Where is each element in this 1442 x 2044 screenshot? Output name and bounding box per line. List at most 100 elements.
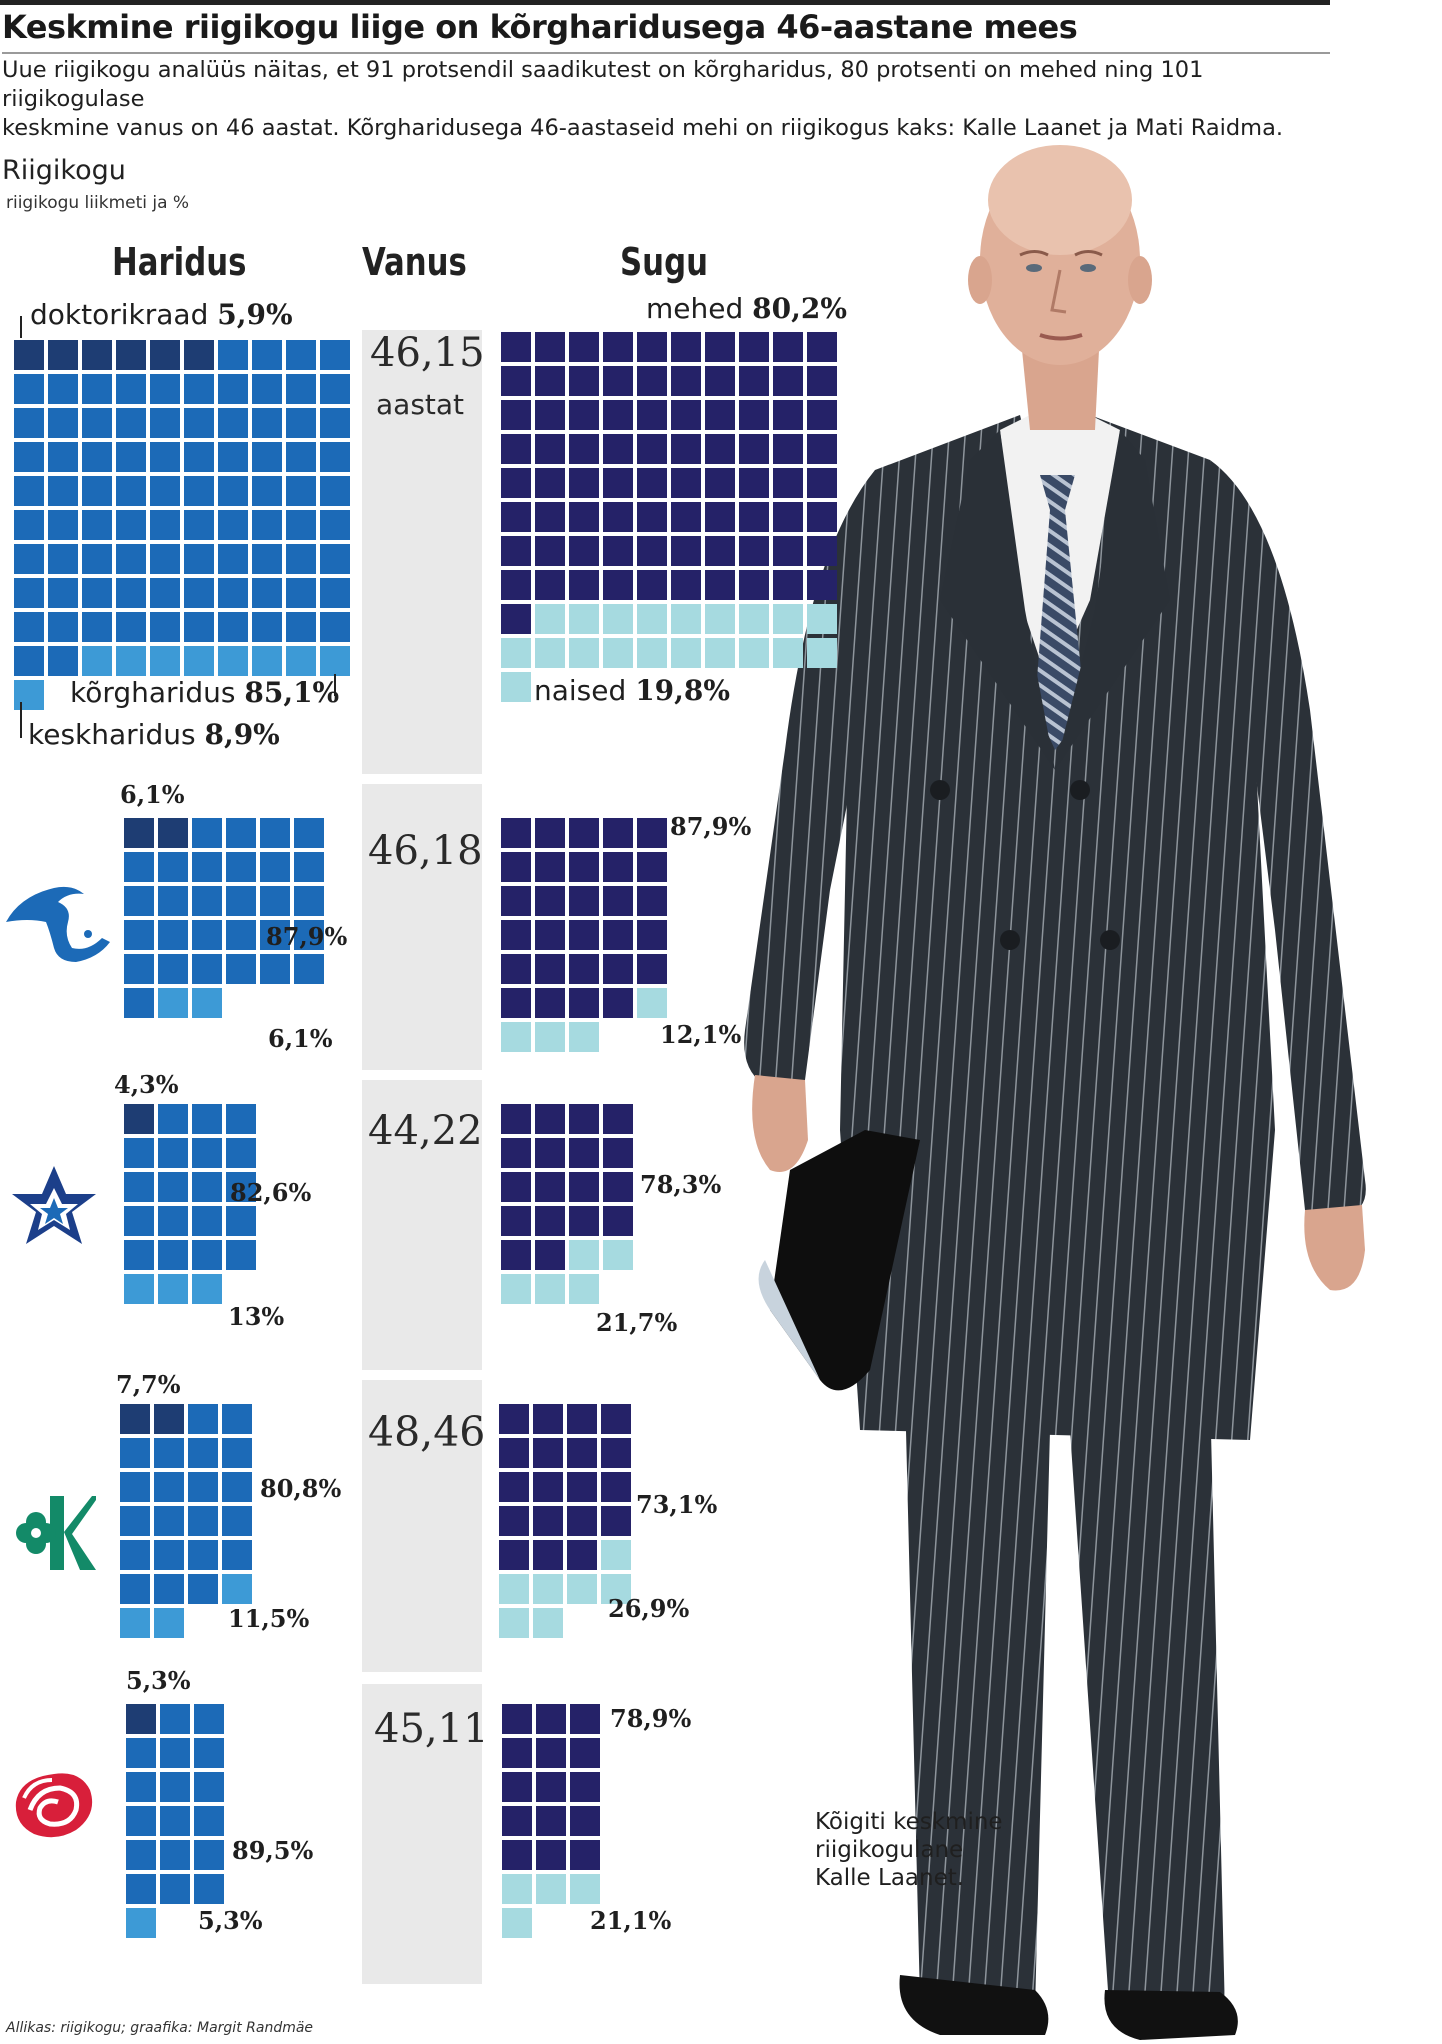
- total-higher-ed-cell: [320, 374, 350, 404]
- women-label-value: 19,8%: [635, 674, 730, 707]
- party-2-men-cell: [535, 1172, 565, 1202]
- total-men-cell: [637, 400, 667, 430]
- total-women-cell: [705, 604, 735, 634]
- total-men-cell: [671, 434, 701, 464]
- party-3-men-cell: [499, 1472, 529, 1502]
- party-1-higher-ed-cell: [260, 818, 290, 848]
- total-men-cell: [671, 366, 701, 396]
- total-higher-ed-cell: [184, 510, 214, 540]
- total-men-cell: [739, 366, 769, 396]
- total-men-cell: [773, 332, 803, 362]
- party-4-men-cell: [536, 1704, 566, 1734]
- party-1-higher-ed-cell: [294, 920, 324, 950]
- total-men-cell: [569, 434, 599, 464]
- party-1-higher-ed-cell: [226, 818, 256, 848]
- total-higher-ed-cell: [286, 612, 316, 642]
- total-higher-ed-cell: [116, 442, 146, 472]
- total-higher-ed-cell: [252, 408, 282, 438]
- party-4-higher-ed-cell: [160, 1704, 190, 1734]
- total-men-cell: [807, 468, 837, 498]
- party-2-women-cell: [569, 1240, 599, 1270]
- party-2-men-cell: [603, 1138, 633, 1168]
- total-men-cell: [637, 434, 667, 464]
- total-higher-ed-cell: [252, 476, 282, 506]
- section-title: Riigikogu: [2, 155, 126, 186]
- party-1-higher-ed-cell: [192, 818, 222, 848]
- total-doctor-cell: [48, 340, 78, 370]
- total-higher-ed-cell: [320, 510, 350, 540]
- total-higher-ed-cell: [184, 374, 214, 404]
- party-1-higher-pct: 87,9%: [266, 922, 348, 951]
- party-3-men-cell: [533, 1438, 563, 1468]
- party-1-men-cell: [603, 954, 633, 984]
- doctor-tick: [20, 316, 22, 338]
- age-unit: aastat: [376, 388, 465, 421]
- total-men-cell: [535, 400, 565, 430]
- total-higher-ed-cell: [184, 612, 214, 642]
- total-men-cell: [569, 332, 599, 362]
- party-3-higher-ed-cell: [154, 1574, 184, 1604]
- secondary-ed-label: keskharidus 8,9%: [28, 718, 280, 751]
- party-4-higher-ed-cell: [126, 1772, 156, 1802]
- total-higher-ed-cell: [218, 510, 248, 540]
- doctor-label-value: 5,9%: [217, 298, 293, 331]
- party-2-secondary-ed-cell: [158, 1274, 188, 1304]
- total-women-cell: [535, 638, 565, 668]
- total-higher-ed-cell: [320, 578, 350, 608]
- total-doctor-cell: [184, 340, 214, 370]
- total-higher-ed-cell: [48, 476, 78, 506]
- party-2-men-cell: [501, 1172, 531, 1202]
- caption-line-1: Kõigiti keskmine: [815, 1809, 1003, 1835]
- total-higher-ed-cell: [184, 476, 214, 506]
- total-men-cell: [705, 502, 735, 532]
- party-2-men-cell: [569, 1172, 599, 1202]
- total-men-cell: [671, 400, 701, 430]
- party-4-men-cell: [502, 1840, 532, 1870]
- total-higher-ed-cell: [150, 578, 180, 608]
- party-3-higher-ed-cell: [120, 1574, 150, 1604]
- total-higher-ed-cell: [82, 374, 112, 404]
- party-1-men-cell: [603, 920, 633, 950]
- party-4-higher-ed-cell: [160, 1772, 190, 1802]
- higher-ed-label-name: kõrgharidus: [70, 676, 236, 709]
- total-secondary-ed-cell: [116, 646, 146, 676]
- total-men-cell: [535, 434, 565, 464]
- total-higher-ed-cell: [320, 476, 350, 506]
- party-3-higher-pct: 80,8%: [260, 1474, 342, 1503]
- party-4-men-cell: [570, 1806, 600, 1836]
- party-4-higher-ed-cell: [194, 1704, 224, 1734]
- party-2-higher-pct: 82,6%: [230, 1178, 312, 1207]
- party-1-men-cell: [535, 818, 565, 848]
- total-men-cell: [807, 570, 837, 600]
- total-secondary-ed-cell: [286, 646, 316, 676]
- total-men-cell: [501, 468, 531, 498]
- total-higher-ed-cell: [82, 544, 112, 574]
- party-3-men-cell: [601, 1472, 631, 1502]
- total-men-cell: [671, 570, 701, 600]
- total-men-cell: [501, 366, 531, 396]
- party-1-doctor-cell: [124, 818, 154, 848]
- total-secondary-ed-cell: [82, 646, 112, 676]
- total-higher-ed-cell: [286, 442, 316, 472]
- total-higher-ed-cell: [218, 612, 248, 642]
- age-panel-total: [362, 330, 482, 774]
- party-1-higher-ed-cell: [158, 852, 188, 882]
- party-1-doctor-pct: 6,1%: [120, 780, 185, 809]
- reform-party-squirrel-logo: [6, 886, 110, 962]
- total-women-cell: [569, 604, 599, 634]
- total-higher-ed-cell: [14, 646, 44, 676]
- party-2-higher-ed-cell: [226, 1138, 256, 1168]
- party-1-secondary-ed-cell: [158, 988, 188, 1018]
- party-1-men-cell: [569, 920, 599, 950]
- total-men-cell: [637, 332, 667, 362]
- party-1-higher-ed-cell: [158, 954, 188, 984]
- party-2-higher-ed-cell: [124, 1172, 154, 1202]
- party-1-men-pct: 87,9%: [670, 812, 752, 841]
- party-4-higher-ed-cell: [194, 1738, 224, 1768]
- total-men-cell: [603, 366, 633, 396]
- party-1-women-cell: [637, 988, 667, 1018]
- party-3-men-cell: [499, 1438, 529, 1468]
- total-women-cell: [705, 638, 735, 668]
- party-2-higher-ed-cell: [226, 1240, 256, 1270]
- total-men-cell: [637, 536, 667, 566]
